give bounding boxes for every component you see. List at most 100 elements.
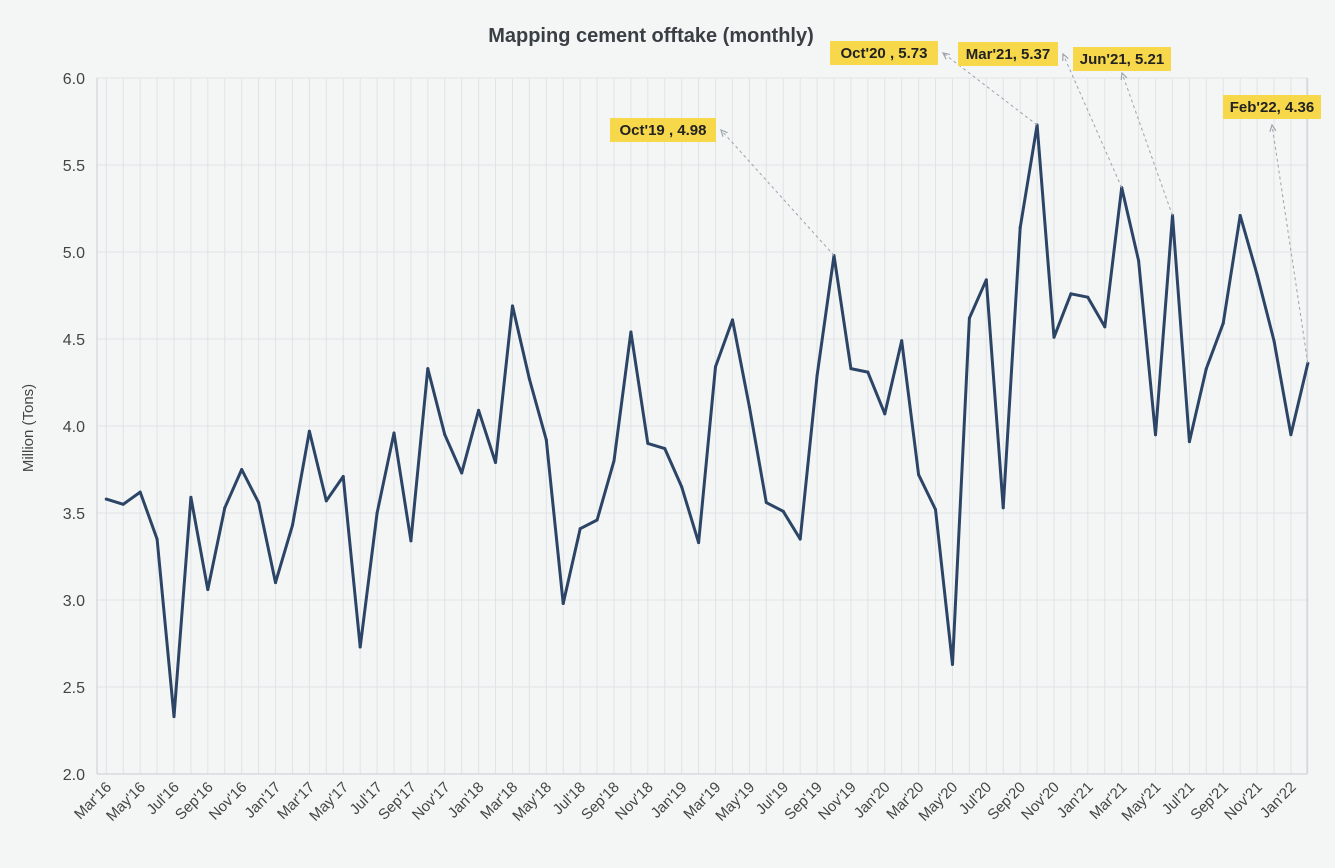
data-point [1204,367,1208,371]
data-point [477,408,481,412]
annotation-box [958,42,1058,66]
y-tick-label: 5.5 [63,158,85,175]
data-point [290,523,294,527]
data-point [781,509,785,513]
annotation-label: Mar'21, 5.37 [966,46,1050,63]
data-point [561,601,565,605]
data-point [257,501,261,505]
x-tick-label: Jan'22 [1257,779,1300,822]
data-point [460,471,464,475]
annotation-leader [1062,53,1123,188]
y-tick-label: 6.0 [63,71,85,88]
y-tick-label: 2.0 [63,767,85,784]
data-point [663,447,667,451]
x-tick-label: Nov'20 [1018,779,1063,824]
data-point [1052,335,1056,339]
series-layer [104,123,1310,719]
annotation-leader [1271,124,1309,364]
annotation-label: Oct'20 , 5.73 [841,45,928,62]
data-point [1103,325,1107,329]
data-point [1086,295,1090,299]
data-point [1255,273,1259,277]
series-line [104,123,1310,719]
data-point [984,278,988,282]
annotations: Oct'19 , 4.98 Oct'20 , 5.73 Mar'21, 5.37 Ju… [610,41,1321,364]
data-point [138,490,142,494]
annotation-arrowhead [941,52,950,60]
annotation-arrowhead [1120,71,1128,81]
y-tick-label: 4.0 [63,419,85,436]
x-axis: Mar'16May'16Jul'16Sep'16Nov'16Jan'17Mar'… [71,779,1300,825]
y-tick-label: 3.5 [63,506,85,523]
data-point [172,715,176,719]
data-point [950,662,954,666]
data-point [544,438,548,442]
data-point [917,473,921,477]
data-point [155,537,159,541]
data-point [358,645,362,649]
data-point [189,495,193,499]
y-tick-label: 3.0 [63,593,85,610]
x-tick-label: Nov'19 [815,779,860,824]
annotation-leader [720,129,835,256]
data-point [815,374,819,378]
data-point [307,429,311,433]
data-point [730,318,734,322]
x-tick-label: Nov'17 [409,779,454,824]
data-point [595,518,599,522]
data-point [1272,339,1276,343]
annotation-box [1073,47,1171,71]
data-point [274,581,278,585]
data-point [223,506,227,510]
data-point [967,316,971,320]
data-point [1001,506,1005,510]
annotation-arrowhead [1062,52,1069,62]
data-point [375,511,379,515]
grid [96,77,1309,775]
data-point [324,499,328,503]
data-point [121,502,125,506]
data-point [341,474,345,478]
y-tick-label: 2.5 [63,680,85,697]
x-tick-label: Nov'18 [612,779,657,824]
data-point [1137,259,1141,263]
data-point [798,537,802,541]
data-point [764,501,768,505]
data-point [494,461,498,465]
data-point [612,459,616,463]
y-axis-label: Million (Tons) [20,384,37,472]
data-point [240,468,244,471]
data-point [1154,433,1158,437]
data-point [510,304,514,308]
data-point [392,431,396,435]
data-point [443,433,447,437]
data-point [747,405,751,409]
data-point [409,539,413,543]
data-point [578,527,582,531]
annotation-label: Jun'21, 5.21 [1080,51,1164,68]
y-axis: 2.0 2.5 3.0 3.5 4.0 4.5 5.0 5.5 6.0 [63,71,85,784]
data-point [104,497,108,501]
y-tick-label: 5.0 [63,245,85,262]
data-point [1289,433,1293,437]
data-point [629,330,633,334]
data-point [1018,226,1022,230]
y-tick-label: 4.5 [63,332,85,349]
data-point [206,588,210,592]
data-point [883,412,887,416]
annotation-box [610,118,716,142]
data-point [900,339,904,343]
data-point [646,441,650,445]
data-point [426,367,430,371]
data-point [1221,321,1225,325]
x-tick-label: Nov'16 [206,779,251,824]
data-point [697,541,701,545]
annotation-leader [1121,72,1173,216]
annotation-box [1223,95,1321,119]
data-point [934,508,938,512]
annotation-label: Feb'22, 4.36 [1230,99,1314,116]
chart-title: Mapping cement offtake (monthly) [488,25,814,47]
data-point [680,485,684,489]
